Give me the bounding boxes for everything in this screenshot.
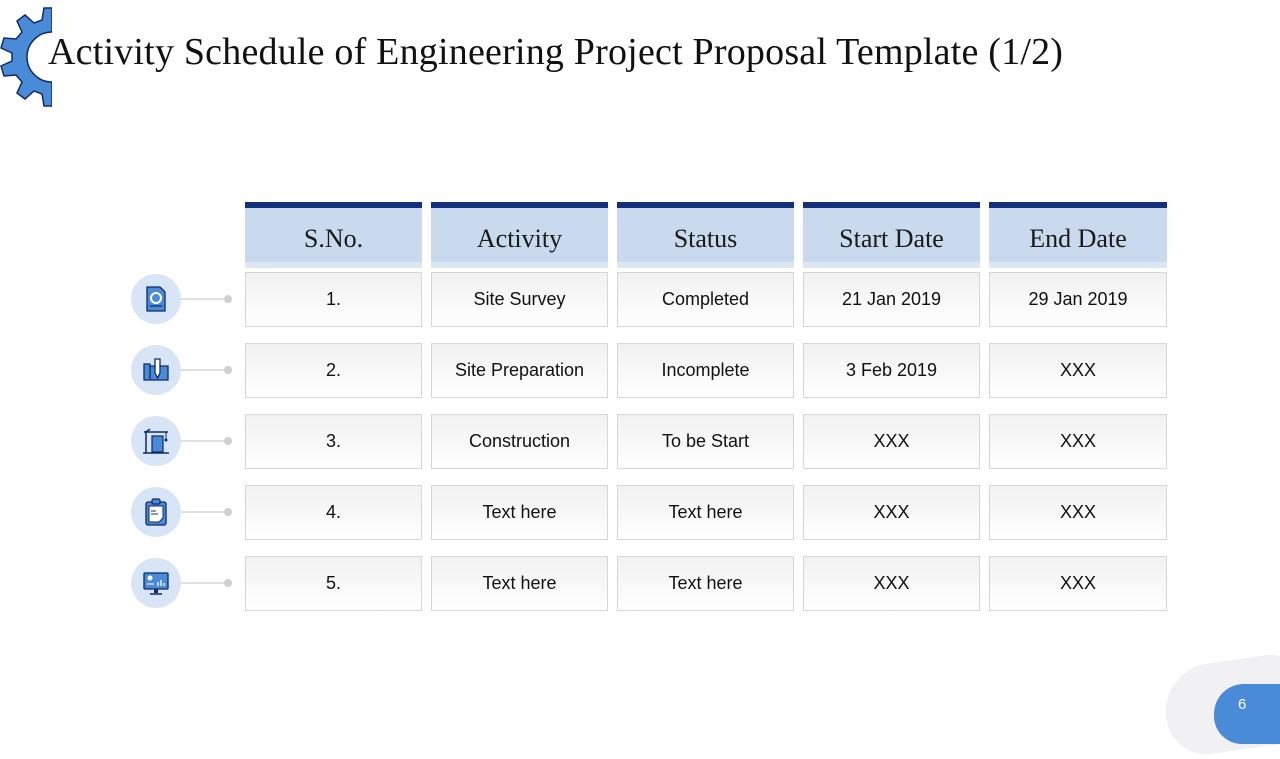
cell-activity: Site Preparation — [431, 343, 608, 398]
cell-activity: Text here — [431, 556, 608, 611]
connector-dot — [224, 366, 232, 374]
cell-sno: 3. — [245, 414, 422, 469]
blueprint-pencil-icon — [143, 358, 169, 381]
cell-activity: Text here — [431, 485, 608, 540]
construction-crane-icon — [143, 428, 169, 454]
cell-activity: Construction — [431, 414, 608, 469]
clipboard-icon — [145, 498, 167, 526]
cell-status: Text here — [617, 556, 794, 611]
cell-status: Completed — [617, 272, 794, 327]
page-number: 6 — [1238, 696, 1247, 713]
survey-document-icon — [146, 286, 166, 312]
header-label: Activity — [476, 224, 563, 253]
header-label: End Date — [1029, 224, 1127, 253]
connector-dot — [224, 579, 232, 587]
cell-start-date: 21 Jan 2019 — [803, 272, 980, 327]
cell-end-date: XXX — [989, 556, 1167, 611]
connector-line — [181, 440, 227, 442]
connector-line — [181, 511, 227, 513]
monitor-dashboard-icon — [143, 572, 169, 595]
connector-dot — [224, 508, 232, 516]
cell-status: To be Start — [617, 414, 794, 469]
header-label: S.No. — [303, 224, 364, 253]
header-activity: Activity — [431, 202, 608, 268]
header-start-date: Start Date — [803, 202, 980, 268]
header-label: Status — [673, 224, 738, 253]
cell-end-date: XXX — [989, 485, 1167, 540]
cell-sno: 2. — [245, 343, 422, 398]
cell-status: Text here — [617, 485, 794, 540]
row-icon-4 — [131, 487, 181, 537]
row-icon-2 — [131, 345, 181, 395]
connector-dot — [224, 437, 232, 445]
connector-line — [181, 298, 227, 300]
cell-start-date: XXX — [803, 556, 980, 611]
cell-status: Incomplete — [617, 343, 794, 398]
page-number-badge — [1214, 684, 1280, 744]
header-sno: S.No. — [245, 202, 422, 268]
slide-title: Activity Schedule of Engineering Project… — [48, 31, 1064, 73]
connector-line — [181, 369, 227, 371]
cell-sno: 5. — [245, 556, 422, 611]
cell-end-date: XXX — [989, 343, 1167, 398]
cell-activity: Site Survey — [431, 272, 608, 327]
row-icon-1 — [131, 274, 181, 324]
gear-icon — [0, 7, 52, 107]
cell-sno: 1. — [245, 272, 422, 327]
row-icon-5 — [131, 558, 181, 608]
header-status: Status — [617, 202, 794, 268]
connector-line — [181, 582, 227, 584]
cell-start-date: XXX — [803, 485, 980, 540]
cell-sno: 4. — [245, 485, 422, 540]
connector-dot — [224, 295, 232, 303]
header-end-date: End Date — [989, 202, 1167, 268]
header-label: Start Date — [839, 224, 944, 253]
cell-end-date: 29 Jan 2019 — [989, 272, 1167, 327]
cell-end-date: XXX — [989, 414, 1167, 469]
cell-start-date: XXX — [803, 414, 980, 469]
cell-start-date: 3 Feb 2019 — [803, 343, 980, 398]
row-icon-3 — [131, 416, 181, 466]
